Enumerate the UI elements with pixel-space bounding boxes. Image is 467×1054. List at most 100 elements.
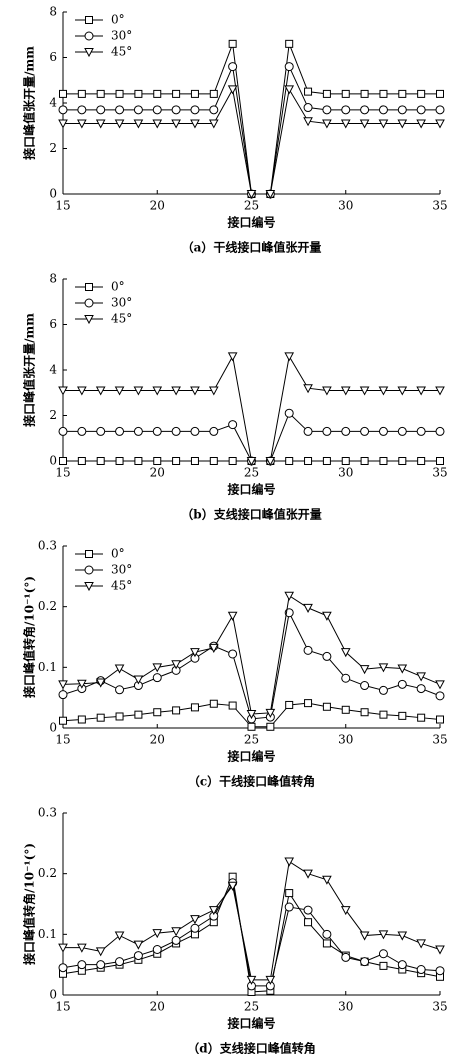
legend-label: 0° [111,280,125,294]
marker [360,89,369,98]
marker [322,457,331,465]
panel: 0 0.1 0.2 0.3 15 20 25 30 35 接口编号 接口峰值转角/10⁻¹(°) （d… [22,806,448,1054]
marker [95,119,106,129]
marker [303,103,313,113]
marker [85,16,93,24]
marker [114,386,125,396]
marker [190,105,200,115]
marker [303,384,313,394]
marker [322,611,332,621]
marker [134,710,143,719]
marker [77,119,87,129]
marker [171,426,181,436]
marker [246,710,257,720]
marker [284,408,294,418]
legend-label: 30° [111,29,132,43]
marker [303,117,313,127]
marker [190,119,200,129]
marker [77,386,87,396]
marker [58,105,68,115]
marker [190,457,199,465]
marker [322,651,332,661]
panel: 0 0.1 0.2 0.3 15 20 25 30 35 接口编号 接口峰值转角/10⁻¹(°) （c… [22,539,448,789]
marker [322,929,332,939]
marker [77,426,87,436]
marker [115,712,124,721]
marker [59,457,67,465]
marker [133,675,144,685]
marker [172,89,181,98]
marker [153,457,162,465]
marker [360,957,370,967]
y-tick-label: 0.3 [38,806,57,820]
marker [85,283,93,291]
marker [285,457,294,465]
y-axis-label: 接口峰值张开量/mm [22,46,37,160]
marker [397,119,408,129]
marker [322,875,332,885]
marker [171,386,181,396]
marker [77,457,86,465]
marker [228,701,237,710]
marker [266,722,275,731]
marker [152,426,162,436]
marker [379,89,388,98]
marker [133,386,144,396]
marker [208,386,219,396]
x-tick-label: 25 [244,1000,259,1014]
x-tick-label: 35 [432,199,447,213]
x-tick-label: 30 [338,733,353,747]
marker [303,869,313,879]
marker [360,457,369,465]
marker [96,89,105,98]
chart-title: （b）支线接口峰值张开量 [181,507,321,522]
legend-label: 45° [111,45,132,59]
marker [227,611,238,621]
marker [304,918,313,927]
marker [115,957,125,967]
marker [171,660,181,670]
marker [416,672,426,682]
marker [378,663,389,673]
x-tick-label: 25 [244,466,259,480]
marker [96,426,106,436]
marker [58,943,68,953]
marker [228,649,238,659]
legend-label: 45° [111,312,132,326]
marker [171,927,181,937]
marker [360,426,370,436]
x-tick-label: 30 [338,466,353,480]
marker [152,673,162,683]
marker [303,905,313,915]
marker [285,700,294,709]
series-line [63,64,440,195]
legend-label: 0° [111,13,125,27]
marker [359,119,370,129]
x-axis-label: 接口编号 [227,215,275,230]
marker [153,89,162,98]
y-axis-label: 接口峰值张开量/mm [22,313,37,427]
marker [435,680,445,690]
marker [208,643,219,653]
marker [209,105,219,115]
series-line [63,354,440,462]
marker [265,708,276,718]
x-tick-label: 20 [150,466,165,480]
marker [85,550,93,558]
series-line [63,87,440,195]
marker [397,931,408,941]
y-tick-label: 6 [49,50,57,64]
marker [416,684,426,694]
marker [303,645,313,655]
marker [96,105,106,115]
marker [436,715,444,724]
marker [96,960,106,970]
marker [152,105,162,115]
marker [190,386,200,396]
marker [303,603,313,613]
legend-label: 45° [111,579,132,593]
y-tick-label: 2 [49,141,57,155]
marker [435,105,445,115]
marker [152,119,163,129]
marker [397,426,407,436]
